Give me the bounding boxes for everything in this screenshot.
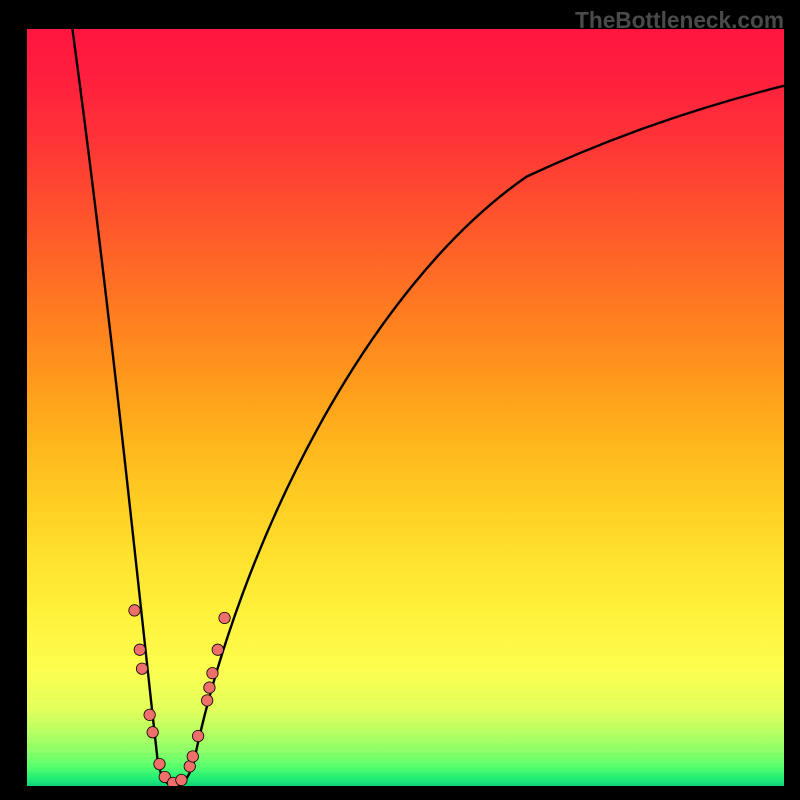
chart-plot-area [27, 29, 784, 786]
data-marker [201, 695, 212, 706]
data-marker [134, 644, 145, 655]
data-marker [129, 605, 140, 616]
data-marker [147, 727, 158, 738]
data-marker [204, 682, 215, 693]
data-marker [187, 751, 198, 762]
data-marker [176, 774, 187, 785]
data-marker [207, 668, 218, 679]
data-marker [212, 644, 223, 655]
data-marker [144, 709, 155, 720]
data-marker [136, 663, 147, 674]
data-marker [219, 612, 230, 623]
data-marker [192, 730, 203, 741]
chart-curve-layer [27, 29, 784, 786]
data-marker [154, 758, 165, 769]
bottleneck-curve [72, 29, 784, 786]
